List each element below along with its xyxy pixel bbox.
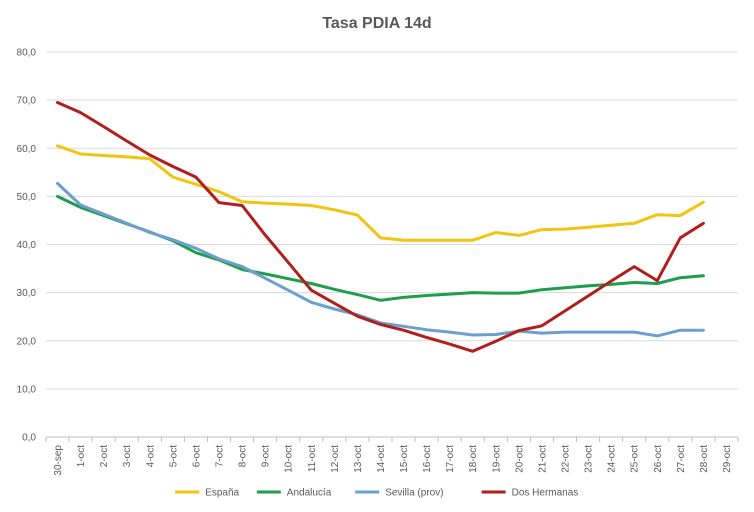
series-line: [56, 144, 705, 242]
x-tick-label: 14-oct: [376, 445, 387, 473]
y-tick-label: 20,0: [17, 336, 37, 347]
y-axis-tick-labels: 0,0 10,0 20,0 30,0 40,0 50,0 60,0 70,0 80,0: [17, 48, 37, 444]
x-tick-label: 26-oct: [653, 445, 664, 473]
chart-title: Tasa PDIA 14d: [322, 15, 431, 32]
x-tick-label: 10-oct: [284, 445, 295, 473]
x-tick-label: 30-sep: [53, 445, 64, 476]
x-tick-label: 13-oct: [353, 445, 364, 473]
x-axis-tick-labels: 30-sep 1-oct 2-oct 3-oct 4-oct 5-oct 6-oct 7-oc…: [45, 437, 739, 476]
x-tick-label: 9-oct: [261, 445, 272, 467]
x-tick-label: 11-oct: [307, 445, 318, 472]
x-tick-label: 8-oct: [238, 445, 249, 467]
y-tick-label: 30,0: [17, 288, 37, 299]
x-tick-label: 1-oct: [76, 445, 87, 467]
series-line: [56, 101, 705, 353]
y-tick-label: 80,0: [17, 48, 37, 59]
legend-label: España: [205, 488, 239, 499]
x-tick-label: 2-oct: [99, 445, 110, 467]
series-lines: [56, 101, 705, 353]
gridlines: [46, 51, 738, 438]
x-tick-label: 12-oct: [330, 445, 341, 473]
x-tick-label: 24-oct: [607, 445, 618, 473]
x-tick-label: 7-oct: [215, 445, 226, 467]
y-tick-label: 60,0: [17, 144, 37, 155]
x-tick-label: 23-oct: [584, 445, 595, 473]
x-tick-label: 6-oct: [191, 445, 202, 467]
x-tick-label: 20-oct: [514, 445, 525, 473]
y-tick-label: 40,0: [17, 240, 37, 251]
y-tick-label: 70,0: [17, 96, 37, 107]
x-tick-label: 18-oct: [468, 445, 479, 473]
legend: España Andalucía Sevilla (prov) Dos Hermana…: [175, 488, 578, 499]
x-tick-label: 16-oct: [422, 445, 433, 473]
x-tick-label: 27-oct: [676, 445, 687, 473]
x-tick-label: 15-oct: [399, 445, 410, 473]
x-tick-label: 28-oct: [699, 445, 710, 473]
y-tick-label: 50,0: [17, 192, 37, 203]
legend-label: Dos Hermanas: [512, 488, 579, 499]
legend-label: Andalucía: [287, 488, 332, 499]
x-tick-label: 21-oct: [537, 445, 548, 473]
x-tick-label: 4-oct: [145, 445, 156, 467]
x-tick-label: 22-oct: [561, 445, 572, 473]
y-tick-label: 10,0: [17, 384, 37, 395]
legend-label: Sevilla (prov): [385, 488, 443, 499]
x-tick-label: 5-oct: [168, 445, 179, 467]
x-tick-label: 29-oct: [722, 445, 733, 473]
x-tick-label: 25-oct: [630, 445, 641, 473]
x-tick-label: 17-oct: [445, 445, 456, 473]
x-tick-label: 19-oct: [491, 445, 502, 473]
series-line: [56, 181, 705, 338]
y-tick-label: 0,0: [22, 433, 36, 444]
x-tick-label: 3-oct: [122, 445, 133, 467]
